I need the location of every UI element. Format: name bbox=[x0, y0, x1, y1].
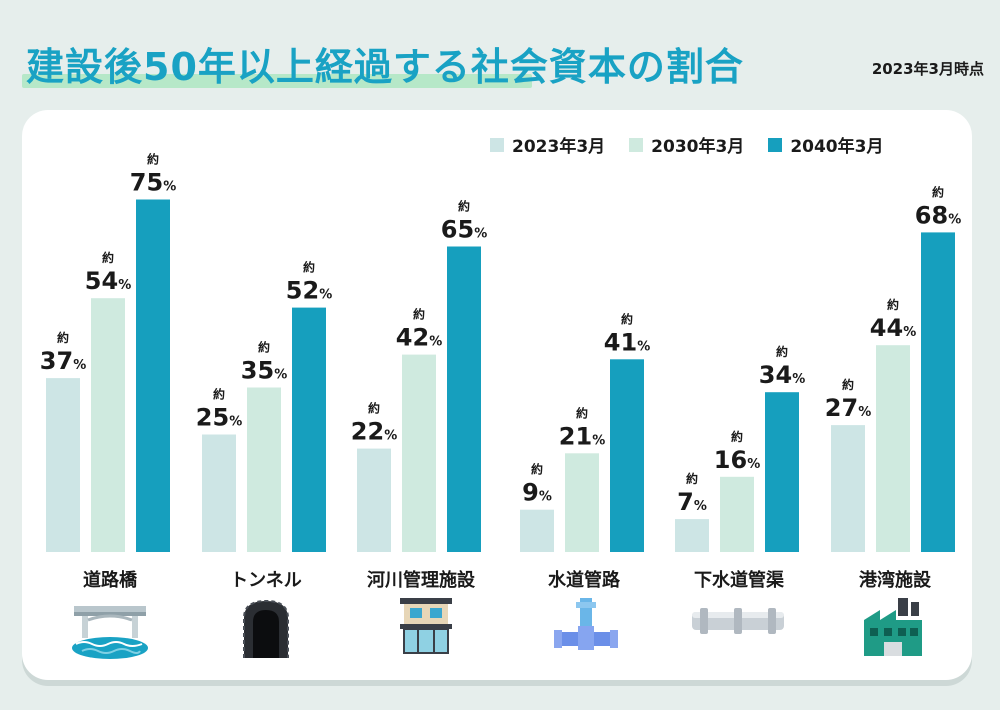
value-label-water-pipe-2023: 9% bbox=[522, 479, 552, 507]
approx-label: 約 bbox=[258, 340, 270, 355]
category-label-river: 河川管理施設 bbox=[367, 570, 475, 591]
value-label-bridge-2040: 75% bbox=[130, 169, 176, 197]
bar-water-pipe-2023 bbox=[520, 509, 554, 552]
category-label-tunnel: トンネル bbox=[230, 570, 302, 591]
approx-label: 約 bbox=[303, 260, 315, 275]
value-label-river-2023: 22% bbox=[351, 418, 397, 446]
value-label-sewer-2023: 7% bbox=[677, 488, 707, 516]
chart-card bbox=[22, 110, 972, 680]
approx-label: 約 bbox=[776, 344, 788, 359]
value-label-river-2040: 65% bbox=[441, 216, 487, 244]
bar-tunnel-2040 bbox=[292, 307, 326, 552]
approx-label: 約 bbox=[147, 152, 159, 167]
chart-title: 建設後50年以上経過する社会資本の割合 bbox=[26, 45, 744, 89]
approx-label: 約 bbox=[887, 297, 899, 312]
value-label-port-2040: 68% bbox=[915, 201, 961, 229]
bridge-icon bbox=[72, 606, 148, 659]
water-pipe-icon bbox=[554, 598, 618, 650]
port-facility-icon bbox=[864, 598, 922, 656]
bar-tunnel-2023 bbox=[202, 434, 236, 552]
approx-label: 約 bbox=[102, 250, 114, 265]
value-label-river-2030: 42% bbox=[396, 324, 442, 352]
value-label-water-pipe-2030: 21% bbox=[559, 422, 605, 450]
value-label-sewer-2030: 16% bbox=[714, 446, 760, 474]
bar-water-pipe-2040 bbox=[610, 359, 644, 552]
legend-label-2023: 2023年3月 bbox=[512, 137, 606, 157]
category-label-bridge: 道路橋 bbox=[83, 570, 137, 591]
title-underline bbox=[22, 74, 532, 88]
legend-label-2040: 2040年3月 bbox=[790, 137, 884, 157]
legend: 2023年3月 2030年3月 2040年3月 bbox=[490, 132, 883, 157]
approx-label: 約 bbox=[57, 330, 69, 345]
approx-label: 約 bbox=[576, 405, 588, 420]
approx-label: 約 bbox=[368, 401, 380, 416]
bar-port-2040 bbox=[921, 232, 955, 552]
river-facility-icon bbox=[400, 598, 452, 654]
category-label-port: 港湾施設 bbox=[859, 570, 931, 591]
approx-label: 約 bbox=[621, 311, 633, 326]
value-label-port-2030: 44% bbox=[870, 314, 916, 342]
legend-swatch-2023 bbox=[490, 137, 504, 152]
value-label-tunnel-2030: 35% bbox=[241, 357, 287, 385]
bar-sewer-2040 bbox=[765, 392, 799, 552]
approx-label: 約 bbox=[686, 471, 698, 486]
bar-port-2030 bbox=[876, 345, 910, 552]
category-label-sewer: 下水道管渠 bbox=[694, 570, 784, 591]
as-of-date: 2023年3月時点 bbox=[871, 60, 984, 78]
value-label-tunnel-2040: 52% bbox=[286, 277, 332, 305]
value-label-sewer-2040: 34% bbox=[759, 361, 805, 389]
approx-label: 約 bbox=[413, 307, 425, 322]
category-label-water-pipe: 水道管路 bbox=[548, 570, 620, 591]
bar-river-2030 bbox=[402, 354, 436, 552]
approx-label: 約 bbox=[932, 184, 944, 199]
bar-sewer-2030 bbox=[720, 476, 754, 552]
legend-item-2040: 2040年3月 bbox=[768, 132, 883, 157]
tunnel-icon bbox=[243, 599, 289, 658]
bar-water-pipe-2030 bbox=[565, 453, 599, 552]
bar-tunnel-2030 bbox=[247, 387, 281, 552]
bar-sewer-2023 bbox=[675, 519, 709, 552]
legend-item-2023: 2023年3月 bbox=[490, 132, 605, 157]
value-label-port-2023: 27% bbox=[825, 394, 871, 422]
approx-label: 約 bbox=[458, 199, 470, 214]
bar-river-2023 bbox=[357, 448, 391, 552]
bar-bridge-2040 bbox=[136, 199, 170, 552]
value-label-bridge-2023: 37% bbox=[40, 347, 86, 375]
approx-label: 約 bbox=[842, 377, 854, 392]
legend-label-2030: 2030年3月 bbox=[651, 137, 745, 157]
legend-swatch-2040 bbox=[768, 137, 783, 152]
bar-port-2023 bbox=[831, 425, 865, 552]
value-label-tunnel-2023: 25% bbox=[196, 404, 242, 432]
approx-label: 約 bbox=[213, 387, 225, 402]
value-label-bridge-2030: 54% bbox=[85, 267, 131, 295]
sewer-pipe-icon bbox=[692, 608, 784, 634]
bar-river-2040 bbox=[447, 246, 481, 552]
approx-label: 約 bbox=[731, 429, 743, 444]
legend-swatch-2030 bbox=[629, 137, 644, 152]
approx-label: 約 bbox=[531, 462, 543, 477]
legend-item-2030: 2030年3月 bbox=[629, 132, 744, 157]
value-label-water-pipe-2040: 41% bbox=[604, 328, 650, 356]
bar-bridge-2030 bbox=[91, 298, 125, 552]
bar-bridge-2023 bbox=[46, 378, 80, 552]
